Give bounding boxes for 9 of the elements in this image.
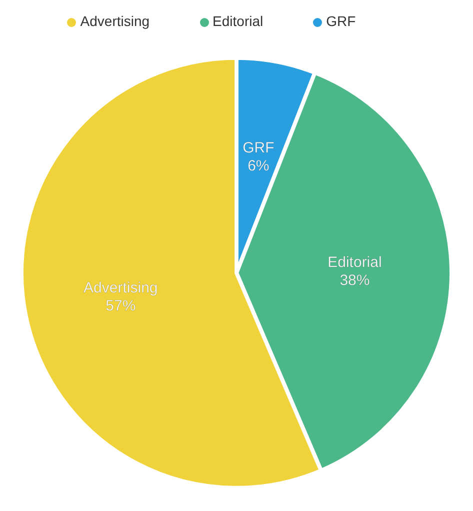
data-label: 38%	[340, 272, 370, 290]
slice-label: GRF	[242, 140, 274, 157]
data-label: 6%	[248, 158, 270, 175]
slice-label: Editorial	[328, 254, 382, 272]
data-label: 57%	[106, 298, 136, 315]
legend-label: GRF	[326, 13, 356, 29]
legend-label: Editorial	[212, 13, 264, 29]
legend-label: Advertising	[80, 13, 150, 29]
slice-label: Advertising	[84, 280, 158, 297]
